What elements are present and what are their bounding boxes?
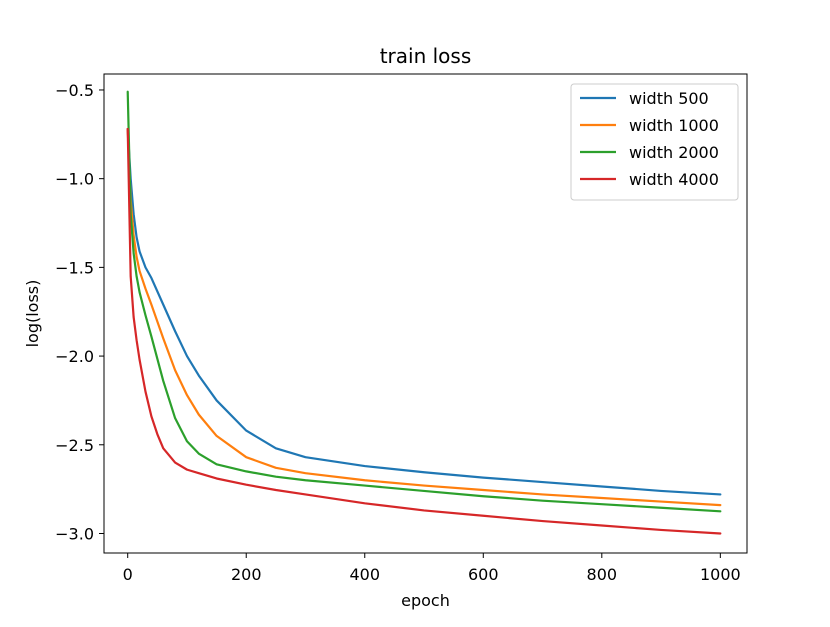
x-axis-label: epoch [401, 591, 450, 610]
legend: width 500 width 1000 width 2000 width 4000 [570, 83, 739, 201]
x-tick-label: 400 [349, 565, 380, 584]
plot-lines [126, 90, 722, 535]
y-tick-label: −2.5 [55, 436, 94, 455]
series-line-1 [126, 127, 722, 496]
x-tick-label: 1000 [700, 565, 741, 584]
legend-label: width 4000 [629, 170, 719, 189]
x-tick-label: 600 [468, 565, 499, 584]
y-axis: −3.0 −2.5 −2.0 −1.5 −1.0 −0.5 [55, 81, 104, 543]
y-tick-label: −1.0 [55, 170, 94, 189]
legend-box [570, 83, 739, 201]
y-tick-label: −1.5 [55, 258, 94, 277]
series-line-2 [126, 127, 722, 507]
x-tick-label: 200 [231, 565, 262, 584]
x-tick-label: 0 [123, 565, 133, 584]
legend-label: width 1000 [629, 116, 719, 135]
chart-title: train loss [380, 44, 472, 68]
x-tick-label: 800 [587, 565, 618, 584]
y-tick-label: −0.5 [55, 81, 94, 100]
series-line-4 [126, 127, 722, 535]
legend-label: width 2000 [629, 143, 719, 162]
plot-area-frame [103, 73, 748, 554]
legend-label: width 500 [629, 89, 709, 108]
series-line-3 [126, 90, 722, 513]
y-axis-label: log(loss) [23, 280, 42, 348]
y-tick-label: −2.0 [55, 347, 94, 366]
x-axis: 0 200 400 600 800 1000 [123, 553, 741, 584]
y-tick-label: −3.0 [55, 524, 94, 543]
